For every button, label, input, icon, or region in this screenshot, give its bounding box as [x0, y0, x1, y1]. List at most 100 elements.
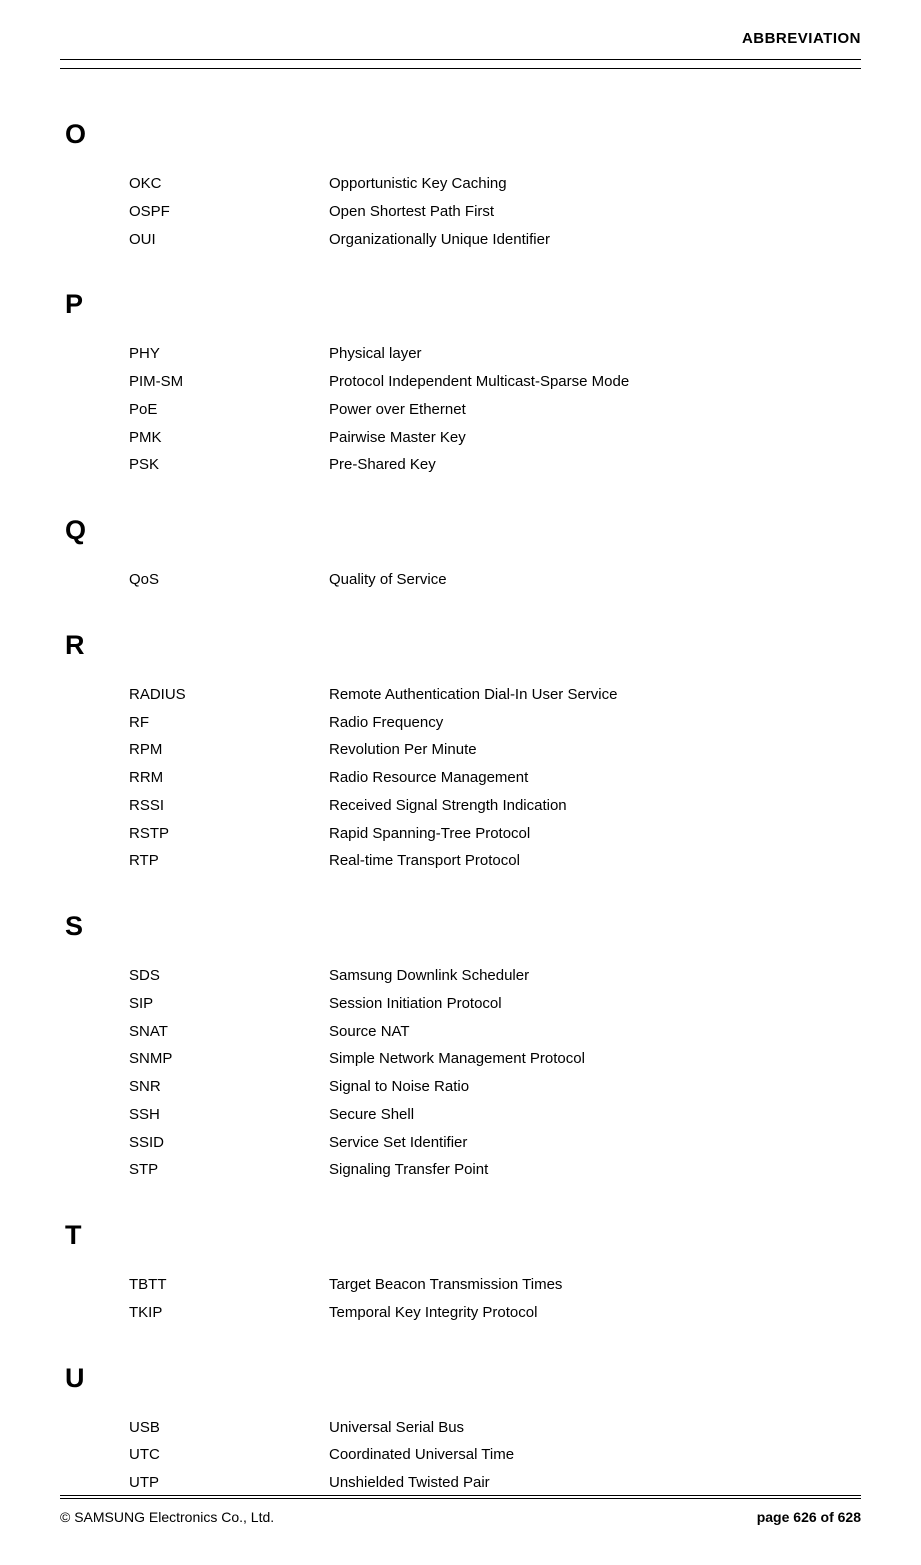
abbrev-definition: Quality of Service — [329, 566, 861, 594]
abbrev-entry: RADIUSRemote Authentication Dial-In User… — [129, 681, 861, 709]
abbrev-term: SNAT — [129, 1018, 329, 1046]
abbrev-section: O OKCOpportunistic Key CachingOSPFOpen Sh… — [65, 119, 861, 253]
abbrev-section: UUSBUniversal Serial BusUTCCoordinated U… — [65, 1363, 861, 1497]
abbrev-entry: SSIDService Set Identifier — [129, 1129, 861, 1157]
abbrev-term: RRM — [129, 764, 329, 792]
abbrev-entry: UTPUnshielded Twisted Pair — [129, 1469, 861, 1497]
abbrev-definition: Physical layer — [329, 340, 861, 368]
footer-page-number: page 626 of 628 — [757, 1509, 861, 1525]
abbrev-term: RTP — [129, 847, 329, 875]
abbrev-entry: TBTTTarget Beacon Transmission Times — [129, 1271, 861, 1299]
abbrev-entry: PMKPairwise Master Key — [129, 424, 861, 452]
abbrev-definition: Power over Ethernet — [329, 396, 861, 424]
abbrev-section: T TBTTTarget Beacon Transmission TimesTKI… — [65, 1220, 861, 1327]
section-letter: R — [65, 630, 861, 661]
abbrev-definition: Pre-Shared Key — [329, 451, 861, 479]
abbrev-entry: SDSSamsung Downlink Scheduler — [129, 962, 861, 990]
entries-list: SDSSamsung Downlink SchedulerSIPSession … — [65, 962, 861, 1184]
abbrev-definition: Radio Resource Management — [329, 764, 861, 792]
abbrev-definition: Pairwise Master Key — [329, 424, 861, 452]
abbrev-definition: Service Set Identifier — [329, 1129, 861, 1157]
abbrev-definition: Temporal Key Integrity Protocol — [329, 1299, 861, 1327]
entries-list: TBTTTarget Beacon Transmission TimesTKIP… — [65, 1271, 861, 1327]
abbrev-term: OSPF — [129, 198, 329, 226]
abbrev-definition: Target Beacon Transmission Times — [329, 1271, 861, 1299]
abbrev-term: SNR — [129, 1073, 329, 1101]
abbrev-term: TKIP — [129, 1299, 329, 1327]
abbrev-definition: Open Shortest Path First — [329, 198, 861, 226]
abbrev-term: SSH — [129, 1101, 329, 1129]
abbrev-definition: Simple Network Management Protocol — [329, 1045, 861, 1073]
abbrev-term: SSID — [129, 1129, 329, 1157]
abbrev-entry: TKIPTemporal Key Integrity Protocol — [129, 1299, 861, 1327]
section-letter: O — [65, 119, 861, 150]
abbrev-section: S SDSSamsung Downlink SchedulerSIPSession… — [65, 911, 861, 1184]
abbrev-term: RF — [129, 709, 329, 737]
entries-list: RADIUSRemote Authentication Dial-In User… — [65, 681, 861, 875]
abbrev-definition: Real-time Transport Protocol — [329, 847, 861, 875]
entries-list: PHYPhysical layerPIM-SMProtocol Independ… — [65, 340, 861, 479]
abbrev-definition: Source NAT — [329, 1018, 861, 1046]
abbrev-term: USB — [129, 1414, 329, 1442]
abbrev-definition: Samsung Downlink Scheduler — [329, 962, 861, 990]
abbrev-term: OKC — [129, 170, 329, 198]
entries-list: OKCOpportunistic Key CachingOSPFOpen Sho… — [65, 170, 861, 253]
abbrev-entry: RTPReal-time Transport Protocol — [129, 847, 861, 875]
abbrev-entry: OSPFOpen Shortest Path First — [129, 198, 861, 226]
footer-copyright: © SAMSUNG Electronics Co., Ltd. — [60, 1509, 274, 1525]
abbrev-entry: OUIOrganizationally Unique Identifier — [129, 226, 861, 254]
abbrev-term: PHY — [129, 340, 329, 368]
abbrev-definition: Signaling Transfer Point — [329, 1156, 861, 1184]
page-header: ABBREVIATION — [60, 30, 861, 60]
abbrev-term: PoE — [129, 396, 329, 424]
abbrev-term: PIM-SM — [129, 368, 329, 396]
abbrev-term: RSSI — [129, 792, 329, 820]
abbrev-definition: Opportunistic Key Caching — [329, 170, 861, 198]
abbrev-section: P PHYPhysical layerPIM-SMProtocol Indepen… — [65, 289, 861, 479]
footer-rule-top — [60, 1495, 861, 1496]
abbrev-section: Q QoSQuality of Service — [65, 515, 861, 594]
abbrev-term: QoS — [129, 566, 329, 594]
abbrev-definition: Protocol Independent Multicast-Sparse Mo… — [329, 368, 861, 396]
abbrev-term: RSTP — [129, 820, 329, 848]
abbrev-entry: PSKPre-Shared Key — [129, 451, 861, 479]
abbrev-entry: UTCCoordinated Universal Time — [129, 1441, 861, 1469]
abbrev-definition: Organizationally Unique Identifier — [329, 226, 861, 254]
abbrev-definition: Radio Frequency — [329, 709, 861, 737]
abbrev-entry: SNATSource NAT — [129, 1018, 861, 1046]
section-letter: T — [65, 1220, 861, 1251]
abbrev-definition: Signal to Noise Ratio — [329, 1073, 861, 1101]
abbrev-term: UTP — [129, 1469, 329, 1497]
abbrev-entry: RFRadio Frequency — [129, 709, 861, 737]
abbrev-term: SNMP — [129, 1045, 329, 1073]
abbrev-entry: QoSQuality of Service — [129, 566, 861, 594]
content-body: O OKCOpportunistic Key CachingOSPFOpen Sh… — [60, 119, 861, 1497]
abbrev-term: RADIUS — [129, 681, 329, 709]
abbrev-term: SDS — [129, 962, 329, 990]
abbrev-term: UTC — [129, 1441, 329, 1469]
abbrev-definition: Rapid Spanning-Tree Protocol — [329, 820, 861, 848]
abbrev-entry: PHYPhysical layer — [129, 340, 861, 368]
entries-list: USBUniversal Serial BusUTCCoordinated Un… — [65, 1414, 861, 1497]
abbrev-definition: Unshielded Twisted Pair — [329, 1469, 861, 1497]
abbrev-entry: PIM-SMProtocol Independent Multicast-Spa… — [129, 368, 861, 396]
abbrev-entry: SIPSession Initiation Protocol — [129, 990, 861, 1018]
section-letter: Q — [65, 515, 861, 546]
abbrev-entry: RPMRevolution Per Minute — [129, 736, 861, 764]
document-page: ABBREVIATION O OKCOpportunistic Key Cachi… — [0, 0, 921, 1565]
abbrev-term: PSK — [129, 451, 329, 479]
abbrev-entry: RSTPRapid Spanning-Tree Protocol — [129, 820, 861, 848]
abbrev-term: SIP — [129, 990, 329, 1018]
abbrev-definition: Universal Serial Bus — [329, 1414, 861, 1442]
abbrev-definition: Coordinated Universal Time — [329, 1441, 861, 1469]
abbrev-entry: RRMRadio Resource Management — [129, 764, 861, 792]
section-letter: P — [65, 289, 861, 320]
abbrev-entry: STPSignaling Transfer Point — [129, 1156, 861, 1184]
abbrev-entry: SSHSecure Shell — [129, 1101, 861, 1129]
header-title: ABBREVIATION — [742, 30, 861, 47]
footer-row: © SAMSUNG Electronics Co., Ltd. page 626… — [60, 1509, 861, 1525]
header-rule — [60, 68, 861, 69]
abbrev-entry: PoEPower over Ethernet — [129, 396, 861, 424]
section-letter: S — [65, 911, 861, 942]
abbrev-term: TBTT — [129, 1271, 329, 1299]
